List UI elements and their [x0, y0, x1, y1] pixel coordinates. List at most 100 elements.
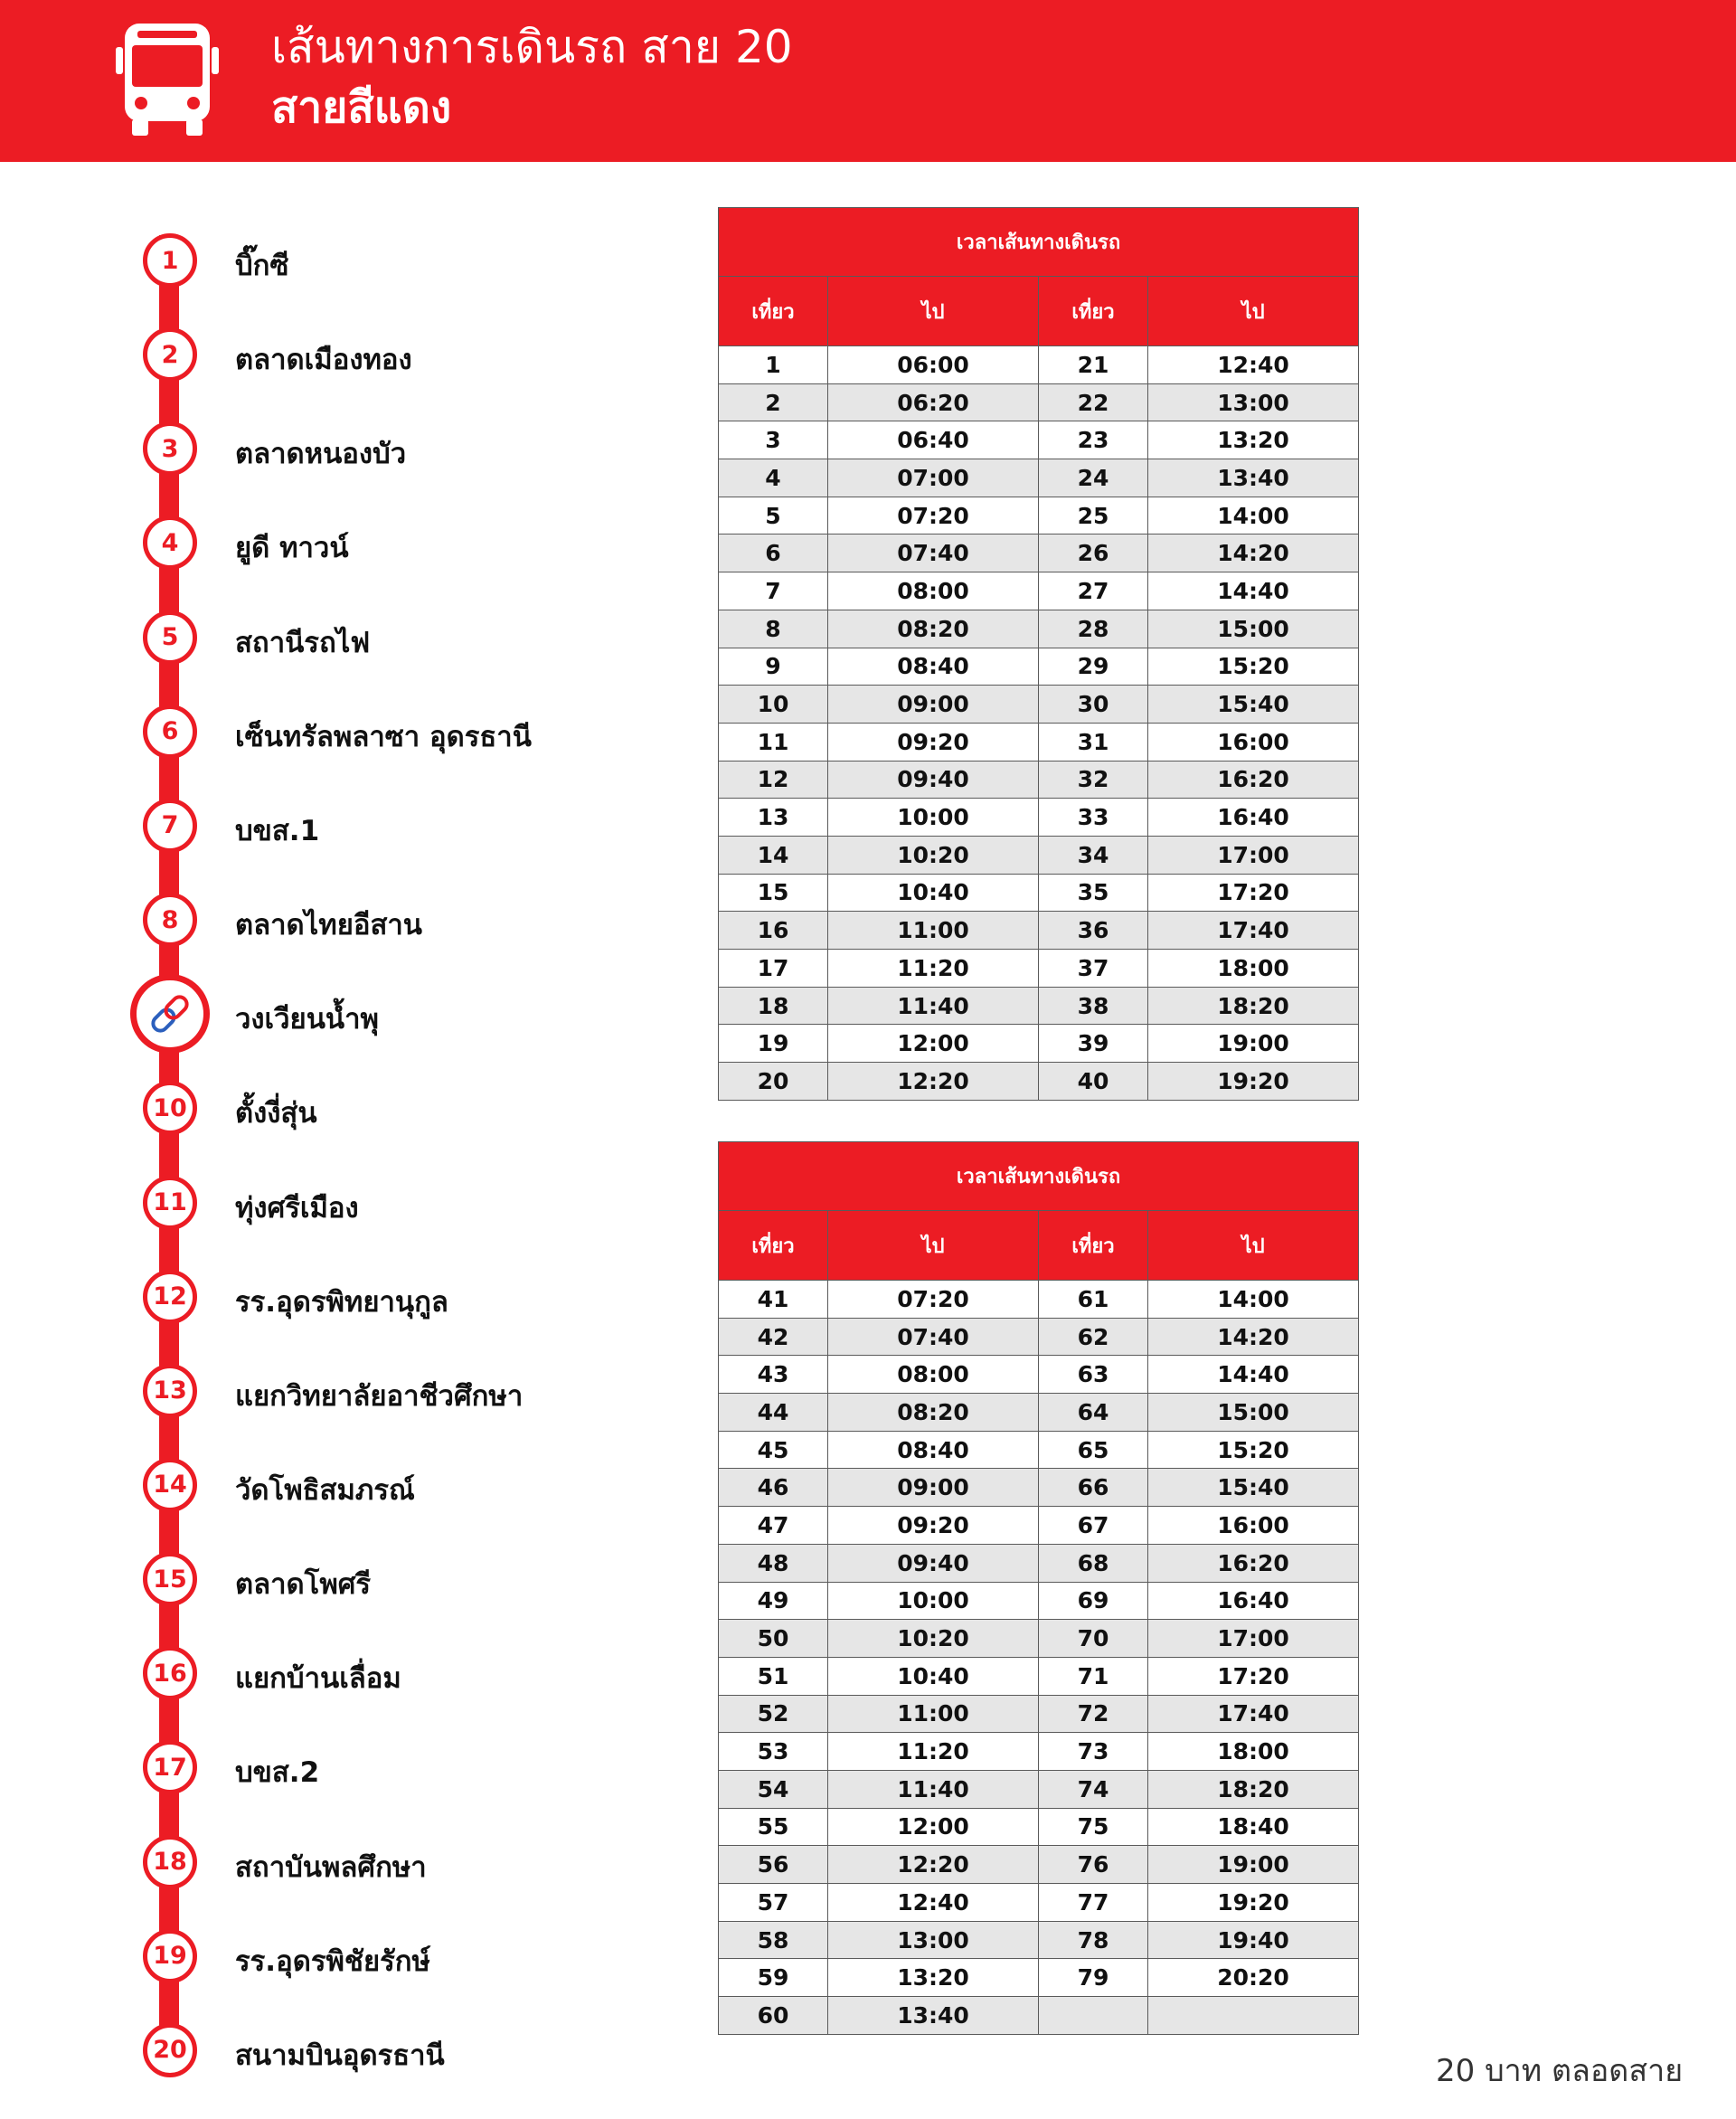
- departure-time-cell: 08:40: [827, 1430, 1039, 1470]
- trip-number-cell: 49: [718, 1581, 828, 1621]
- route-stop: 17 บขส.2: [0, 1713, 687, 1807]
- table-row: 13 10:00 33 16:40: [718, 798, 1360, 837]
- stop-name: บขส.1: [235, 814, 320, 847]
- stop-name: ตลาดเมืองทอง: [235, 344, 412, 377]
- stop-number: 19: [143, 1928, 197, 1983]
- trip-number-cell: 70: [1038, 1619, 1148, 1658]
- stop-name: สนามบินอุดรธานี: [235, 2039, 445, 2072]
- table-row: 18 11:40 38 18:20: [718, 986, 1360, 1026]
- table-row: 5 07:20 25 14:00: [718, 496, 1360, 535]
- table-row: 43 08:00 63 14:40: [718, 1355, 1360, 1395]
- departure-time-cell: 11:20: [827, 1732, 1039, 1771]
- stop-number: 2: [143, 327, 197, 383]
- stop-number: 6: [143, 704, 197, 759]
- trip-number-cell: 36: [1038, 911, 1148, 950]
- trip-number-cell: 26: [1038, 534, 1148, 573]
- departure-time-cell: 20:20: [1146, 1958, 1360, 1998]
- table-row: 20 12:20 40 19:20: [718, 1062, 1360, 1101]
- trip-number-cell: 37: [1038, 949, 1148, 988]
- departure-time-cell: 12:00: [827, 1024, 1039, 1064]
- departure-time-cell: 19:40: [1146, 1920, 1360, 1960]
- stop-number: 14: [143, 1457, 197, 1512]
- trip-number-cell: 52: [718, 1694, 828, 1734]
- departure-time-cell: 12:20: [827, 1845, 1039, 1884]
- departure-time-cell: 08:40: [827, 647, 1039, 686]
- column-header-depart: ไป: [1146, 276, 1360, 346]
- departure-time-cell: 16:00: [1146, 1506, 1360, 1545]
- departure-time-cell: 12:40: [827, 1883, 1039, 1922]
- stop-marker-transfer: [130, 974, 210, 1055]
- trip-number-cell: 67: [1038, 1506, 1148, 1545]
- table-row: 2 06:20 22 13:00: [718, 383, 1360, 422]
- departure-time-cell: [1146, 1996, 1360, 2035]
- departure-time-cell: 13:20: [827, 1958, 1039, 1998]
- stop-name: บิ๊กซี: [235, 250, 289, 282]
- trip-number-cell: 69: [1038, 1581, 1148, 1621]
- trip-number-cell: 15: [718, 873, 828, 913]
- route-stop: 18 สถาบันพลศึกษา: [0, 1808, 687, 1902]
- link-icon: [151, 995, 189, 1033]
- trip-number-cell: 40: [1038, 1062, 1148, 1101]
- column-header-trip: เที่ยว: [1038, 276, 1148, 346]
- table-row: 19 12:00 39 19:00: [718, 1024, 1360, 1064]
- departure-time-cell: 17:20: [1146, 1656, 1360, 1696]
- trip-number-cell: 23: [1038, 421, 1148, 460]
- departure-time-cell: 06:40: [827, 421, 1039, 460]
- trip-number-cell: 22: [1038, 383, 1148, 422]
- departure-time-cell: 11:40: [827, 986, 1039, 1026]
- trip-number-cell: 7: [718, 572, 828, 610]
- departure-time-cell: 06:00: [827, 345, 1039, 384]
- trip-number-cell: 59: [718, 1958, 828, 1998]
- timetable-2: เวลาเส้นทางเดินรถ เที่ยว ไป เที่ยว ไป 41…: [717, 1141, 1360, 2035]
- trip-number-cell: 32: [1038, 760, 1148, 799]
- departure-time-cell: 19:20: [1146, 1883, 1360, 1922]
- stop-name: แยกบ้านเลื่อม: [235, 1662, 401, 1696]
- trip-number-cell: 18: [718, 986, 828, 1026]
- trip-number-cell: 17: [718, 949, 828, 988]
- stop-number: 4: [143, 516, 197, 571]
- stop-number: 5: [143, 610, 197, 665]
- table-row: 59 13:20 79 20:20: [718, 1958, 1360, 1998]
- route-stop: 14 วัดโพธิสมภรณ์: [0, 1431, 687, 1525]
- trip-number-cell: 2: [718, 383, 828, 422]
- trip-number-cell: 74: [1038, 1769, 1148, 1809]
- trip-number-cell: 60: [718, 1996, 828, 2035]
- trip-number-cell: 8: [718, 609, 828, 648]
- departure-time-cell: 17:40: [1146, 1694, 1360, 1734]
- page-title: เส้นทางการเดินรถ สาย 20: [271, 21, 793, 73]
- route-stop: 7 บขส.1: [0, 771, 687, 866]
- stop-number: 10: [143, 1081, 197, 1136]
- trip-number-cell: 56: [718, 1845, 828, 1884]
- stop-number: 3: [143, 421, 197, 477]
- departure-time-cell: 08:00: [827, 1355, 1039, 1395]
- trip-number-cell: 33: [1038, 798, 1148, 837]
- departure-time-cell: 15:00: [1146, 1393, 1360, 1432]
- route-stop: 19 รร.อุดรพิชัยรักษ์: [0, 1902, 687, 1996]
- route-stop: 3 ตลาดหนองบัว: [0, 394, 687, 488]
- trip-number-cell: 6: [718, 534, 828, 573]
- departure-time-cell: 09:20: [827, 722, 1039, 762]
- table-row: 17 11:20 37 18:00: [718, 949, 1360, 988]
- trip-number-cell: 76: [1038, 1845, 1148, 1884]
- route-stop: 2 ตลาดเมืองทอง: [0, 300, 687, 394]
- stop-name: สถาบันพลศึกษา: [235, 1850, 427, 1884]
- trip-number-cell: 72: [1038, 1694, 1148, 1734]
- trip-number-cell: 5: [718, 496, 828, 535]
- table-row: 4 07:00 24 13:40: [718, 459, 1360, 497]
- departure-time-cell: 17:00: [1146, 1619, 1360, 1658]
- departure-time-cell: 17:20: [1146, 873, 1360, 913]
- table-row: 12 09:40 32 16:20: [718, 760, 1360, 799]
- table-row: 60 13:40: [718, 1996, 1360, 2035]
- route-stop: 8 ตลาดไทยอีสาน: [0, 866, 687, 960]
- stop-name: วงเวียนน้ำพุ: [235, 1003, 379, 1036]
- departure-time-cell: 18:00: [1146, 1732, 1360, 1771]
- stop-name: แยกวิทยาลัยอาชีวศึกษา: [235, 1379, 524, 1413]
- stop-name: สถานีรถไฟ: [235, 626, 371, 659]
- trip-number-cell: 10: [718, 685, 828, 724]
- table-row: 46 09:00 66 15:40: [718, 1468, 1360, 1508]
- stop-name: รร.อุดรพิชัยรักษ์: [235, 1944, 430, 1978]
- trip-number-cell: 1: [718, 345, 828, 384]
- departure-time-cell: 11:40: [827, 1769, 1039, 1809]
- table-row: 54 11:40 74 18:20: [718, 1769, 1360, 1809]
